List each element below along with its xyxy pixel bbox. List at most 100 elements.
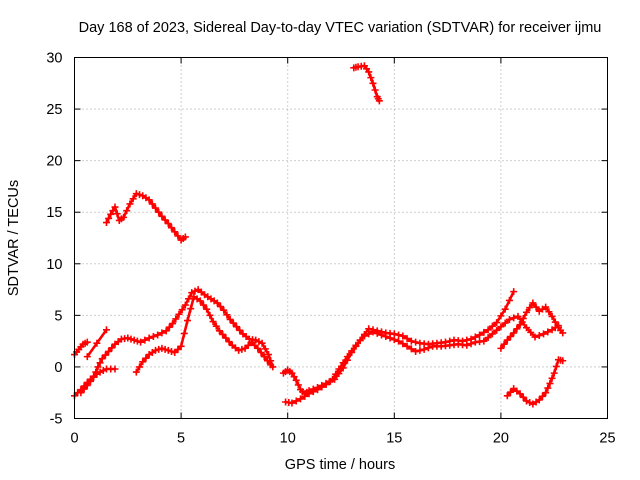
data-point — [493, 326, 501, 334]
data-point — [360, 332, 368, 340]
data-point — [183, 317, 191, 325]
data-point — [139, 358, 147, 366]
data-point — [505, 315, 513, 323]
data-point — [378, 331, 386, 339]
data-point — [261, 345, 269, 353]
data-point — [343, 353, 351, 361]
data-point — [514, 312, 522, 320]
data-point — [529, 299, 537, 307]
data-point — [480, 328, 488, 336]
data-point — [352, 341, 360, 349]
data-point — [105, 214, 113, 222]
series-isolated — [83, 326, 110, 361]
data-point — [168, 347, 176, 355]
data-point — [120, 213, 128, 221]
chart-title: Day 168 of 2023, Sidereal Day-to-day VTE… — [79, 20, 602, 36]
y-axis-label: SDTVAR / TECUs — [6, 180, 22, 296]
series-pass-d — [132, 293, 275, 376]
data-point — [168, 224, 176, 232]
data-point — [532, 303, 540, 311]
data-point — [505, 296, 513, 304]
data-point — [510, 329, 518, 337]
data-point — [328, 375, 336, 383]
series-pass-j — [503, 356, 567, 408]
data-point — [226, 315, 234, 323]
data-point — [96, 359, 104, 367]
data-point — [519, 393, 527, 401]
data-point — [506, 388, 514, 396]
y-tick-label: 20 — [46, 154, 62, 170]
data-point — [263, 357, 271, 365]
data-point — [86, 377, 94, 385]
data-point — [545, 308, 553, 316]
data-point — [185, 295, 193, 303]
data-point — [296, 395, 304, 403]
data-point — [365, 330, 373, 338]
data-point — [407, 337, 415, 345]
series-pass-a — [71, 365, 119, 400]
data-point — [265, 351, 273, 359]
data-point — [90, 373, 98, 381]
data-point — [129, 195, 137, 203]
series-pass-e — [102, 190, 189, 244]
data-point — [238, 345, 246, 353]
data-point — [544, 384, 552, 392]
data-point — [77, 389, 85, 397]
series-markers — [77, 286, 277, 397]
data-point — [93, 339, 101, 347]
data-point — [158, 212, 166, 220]
data-point — [105, 347, 113, 355]
data-point — [412, 338, 420, 346]
data-point — [294, 381, 302, 389]
data-point — [113, 210, 121, 218]
data-point — [510, 314, 518, 322]
y-tick-label: 0 — [54, 360, 62, 376]
x-tick-label: 10 — [280, 431, 296, 447]
data-point — [516, 390, 524, 398]
data-point — [550, 369, 558, 377]
data-point — [527, 328, 535, 336]
data-point — [538, 392, 546, 400]
y-tick-label: 25 — [46, 102, 62, 118]
data-point — [373, 329, 381, 337]
data-point — [267, 361, 275, 369]
data-point — [519, 314, 527, 322]
data-point — [92, 368, 100, 376]
data-point — [356, 337, 364, 345]
series-markers — [503, 356, 567, 408]
data-point — [126, 200, 134, 208]
x-tick-label: 25 — [599, 431, 615, 447]
data-point — [288, 399, 296, 407]
data-point — [83, 381, 91, 389]
data-point — [225, 338, 233, 346]
data-point — [335, 365, 343, 373]
data-point — [484, 334, 492, 342]
data-point — [155, 345, 163, 353]
data-point — [500, 340, 508, 348]
y-tick-label: 10 — [46, 257, 62, 273]
data-point — [503, 392, 511, 400]
data-point — [220, 306, 228, 314]
data-point — [522, 324, 530, 332]
data-point — [155, 208, 163, 216]
data-point — [526, 304, 534, 312]
series-markers — [83, 326, 110, 361]
data-point — [161, 345, 169, 353]
data-point — [164, 346, 172, 354]
data-point — [375, 97, 383, 105]
data-point — [493, 319, 501, 327]
data-point — [108, 344, 116, 352]
data-point — [136, 363, 144, 371]
data-point — [544, 328, 552, 336]
data-point — [174, 232, 182, 240]
data-point — [463, 341, 471, 349]
data-point — [257, 348, 265, 356]
data-point — [111, 203, 119, 211]
data-point — [535, 331, 543, 339]
data-point — [467, 340, 475, 348]
data-point — [403, 335, 411, 343]
plot-frame — [74, 57, 608, 419]
data-point — [169, 320, 177, 328]
data-point — [101, 351, 109, 359]
